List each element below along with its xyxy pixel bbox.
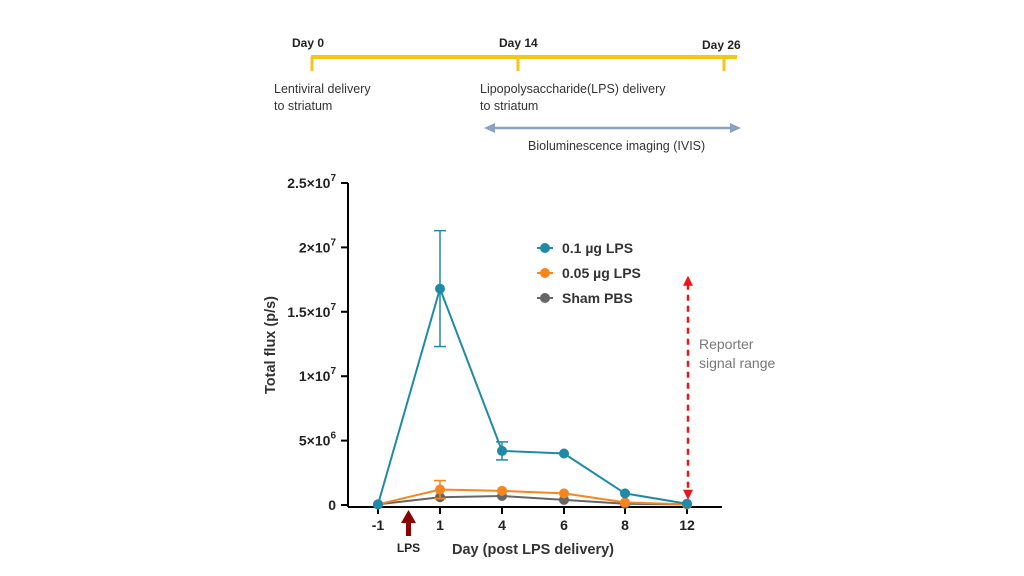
legend-item: 0.05 µg LPS — [537, 265, 641, 281]
legend-label: Sham PBS — [562, 290, 633, 306]
event-lentiviral-line1: Lentiviral delivery — [274, 82, 371, 96]
timeline-day-14: Day 14 — [499, 36, 538, 50]
x-tick-label: 6 — [560, 517, 568, 533]
data-point — [435, 283, 445, 294]
data-point — [559, 488, 569, 499]
y-tick-label: 1.5×107 — [287, 302, 336, 320]
x-tick-label: 8 — [621, 517, 629, 533]
lps-arrow-icon — [401, 510, 416, 536]
legend: 0.1 µg LPS 0.05 µg LPS Sham PBS — [537, 240, 641, 306]
x-axis-title: Day (post LPS delivery) — [452, 542, 614, 558]
y-tick-label: 2.5×107 — [287, 173, 336, 191]
series-line — [377, 285, 688, 505]
data-point — [559, 448, 569, 459]
y-tick-label: 5×106 — [299, 431, 337, 449]
data-point — [435, 484, 445, 495]
lps-label: LPS — [397, 541, 420, 555]
reporter-note-line2: signal range — [699, 355, 775, 371]
imaging-double-arrow — [484, 123, 741, 133]
x-ticks: -1 1 4 6 8 12 — [372, 507, 695, 533]
series-2 — [373, 479, 692, 510]
data-point — [620, 488, 630, 499]
series-layer — [373, 229, 692, 510]
lps-marker: LPS — [397, 510, 420, 555]
data-point — [497, 485, 507, 496]
x-tick-label: 4 — [498, 517, 506, 533]
legend-marker-icon — [540, 268, 550, 278]
timeline-day-26: Day 26 — [702, 38, 741, 52]
y-tick-label: 2×107 — [299, 237, 337, 255]
reporter-range-arrow — [683, 275, 693, 500]
event-lps-line2: to striatum — [480, 99, 538, 113]
series-1 — [373, 229, 692, 510]
legend-label: 0.05 µg LPS — [562, 265, 641, 281]
x-tick-label: 1 — [436, 517, 444, 533]
y-tick-label: 0 — [328, 497, 336, 513]
x-tick-label: 12 — [679, 517, 695, 533]
event-lentiviral-line2: to striatum — [274, 99, 332, 113]
imaging-label: Bioluminescence imaging (IVIS) — [528, 139, 705, 153]
series-line — [377, 494, 688, 506]
data-point — [682, 498, 692, 509]
series-line — [377, 488, 688, 506]
y-tick-label: 1×107 — [299, 366, 337, 384]
data-point — [620, 497, 630, 508]
legend-marker-icon — [540, 243, 550, 253]
event-lps-line1: Lipopolysaccharide(LPS) delivery — [480, 82, 666, 96]
timeline-day-0: Day 0 — [292, 36, 324, 50]
legend-label: 0.1 µg LPS — [562, 240, 633, 256]
data-point — [497, 445, 507, 456]
y-ticks: 0 5×106 1×107 1.5×107 2×107 2.5×107 — [287, 173, 348, 513]
legend-marker-icon — [540, 293, 550, 303]
legend-item: 0.1 µg LPS — [537, 240, 633, 256]
data-point — [373, 499, 383, 510]
y-axis-title: Total flux (p/s) — [263, 296, 279, 394]
legend-item: Sham PBS — [537, 290, 633, 306]
x-tick-label: -1 — [372, 517, 385, 533]
experiment-timeline: Day 0 Day 14 Day 26 Lentiviral delivery … — [274, 36, 741, 153]
reporter-note-line1: Reporter — [699, 336, 754, 352]
